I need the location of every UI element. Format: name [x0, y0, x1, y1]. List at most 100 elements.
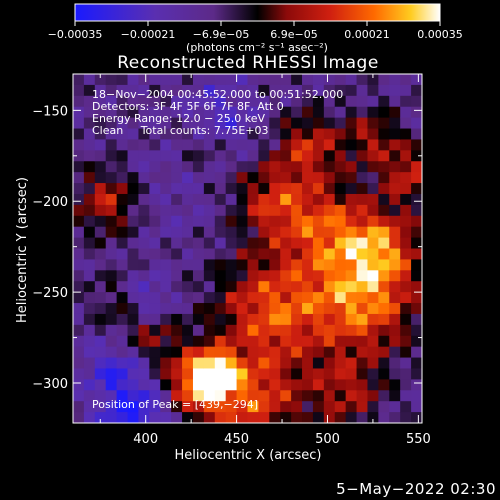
heatmap-cell: [345, 390, 358, 402]
heatmap-cell: [182, 313, 194, 326]
heatmap-cell: [280, 292, 292, 304]
heatmap-cell: [94, 412, 107, 423]
heatmap-cell: [378, 215, 390, 228]
heatmap-cell: [171, 95, 183, 108]
heatmap-cell: [411, 270, 422, 282]
heatmap-cell: [236, 368, 249, 380]
heatmap-cell: [411, 150, 422, 162]
heatmap-cell: [367, 390, 379, 402]
heatmap-cell: [225, 172, 238, 184]
heatmap-cell: [192, 183, 205, 195]
heatmap-cell: [203, 357, 216, 370]
colorbar-tick-label: 6.9e−05: [270, 28, 317, 41]
heatmap-cell: [192, 139, 205, 151]
heatmap-cell: [280, 226, 292, 239]
heatmap-cell: [312, 84, 325, 97]
heatmap-cell: [367, 128, 379, 141]
heatmap-cell: [83, 335, 96, 348]
heatmap-cell: [378, 74, 390, 86]
heatmap-cell: [312, 150, 325, 162]
heatmap-cell: [280, 346, 292, 359]
heatmap-cell: [138, 117, 150, 130]
heatmap-cell: [411, 172, 422, 184]
heatmap-cell: [389, 161, 401, 173]
heatmap-cell: [247, 183, 260, 195]
heatmap-cell: [345, 139, 358, 151]
heatmap-cell: [269, 237, 281, 250]
heatmap-cell: [171, 161, 183, 173]
heatmap-cell: [105, 161, 118, 173]
heatmap-cell: [236, 204, 249, 217]
heatmap-cell: [225, 106, 238, 119]
heatmap-cell: [160, 368, 172, 380]
heatmap-cell: [192, 324, 205, 337]
heatmap-cell: [192, 215, 205, 228]
heatmap-cell: [334, 161, 347, 173]
heatmap-cell: [312, 74, 325, 86]
heatmap-cell: [225, 74, 238, 86]
heatmap-cell: [312, 117, 325, 130]
heatmap-cell: [127, 379, 140, 391]
heatmap-cell: [378, 106, 390, 119]
heatmap-cell: [138, 215, 150, 228]
heatmap-cell: [192, 128, 205, 141]
heatmap-cell: [83, 357, 96, 370]
heatmap-cell: [258, 335, 270, 348]
heatmap-cell: [203, 324, 216, 337]
heatmap-cell: [203, 226, 216, 239]
heatmap-cell: [171, 204, 183, 217]
heatmap-cell: [94, 270, 107, 282]
heatmap-cell: [258, 161, 270, 173]
heatmap-cell: [280, 172, 292, 184]
heatmap-cell: [323, 303, 336, 315]
heatmap-cell: [116, 139, 129, 151]
heatmap-cell: [149, 139, 161, 151]
heatmap-cell: [258, 204, 270, 217]
heatmap-cell: [356, 401, 369, 413]
heatmap-cell: [345, 84, 358, 97]
heatmap-cell: [400, 390, 412, 402]
heatmap-cell: [280, 161, 292, 173]
heatmap-cell: [334, 237, 347, 250]
heatmap-area: [73, 74, 422, 423]
heatmap-cell: [411, 128, 422, 141]
heatmap-cell: [302, 357, 314, 370]
heatmap-cell: [345, 401, 358, 413]
heatmap-cell: [225, 401, 238, 413]
heatmap-cell: [389, 237, 401, 250]
heatmap-cell: [73, 117, 85, 130]
heatmap-cell: [94, 237, 107, 250]
heatmap-cell: [269, 215, 281, 228]
heatmap-cell: [203, 139, 216, 151]
heatmap-cell: [378, 313, 390, 326]
heatmap-cell: [356, 248, 369, 261]
heatmap-cell: [236, 281, 249, 293]
heatmap-cell: [334, 215, 347, 228]
heatmap-cell: [225, 161, 238, 173]
heatmap-cell: [367, 237, 379, 250]
heatmap-cell: [334, 368, 347, 380]
heatmap-cell: [356, 281, 369, 293]
heatmap-cell: [83, 237, 96, 250]
heatmap-cell: [138, 324, 150, 337]
heatmap-cell: [171, 150, 183, 162]
heatmap-cell: [83, 259, 96, 271]
heatmap-cell: [247, 84, 260, 97]
heatmap-cell: [291, 183, 303, 195]
heatmap-cell: [334, 193, 347, 206]
heatmap-cell: [105, 335, 118, 348]
heatmap-cell: [400, 117, 412, 130]
heatmap-cell: [291, 379, 303, 391]
footer-timestamp: 5−May−2022 02:30: [336, 480, 496, 498]
heatmap-cell: [291, 357, 303, 370]
heatmap-cell: [236, 248, 249, 261]
heatmap-cell: [291, 74, 303, 86]
heatmap-cell: [192, 379, 205, 391]
heatmap-cell: [247, 204, 260, 217]
heatmap-cell: [203, 95, 216, 108]
heatmap-cell: [291, 368, 303, 380]
heatmap-cell: [367, 259, 379, 271]
heatmap-cell: [83, 193, 96, 206]
heatmap-cell: [389, 172, 401, 184]
heatmap-cell: [171, 183, 183, 195]
